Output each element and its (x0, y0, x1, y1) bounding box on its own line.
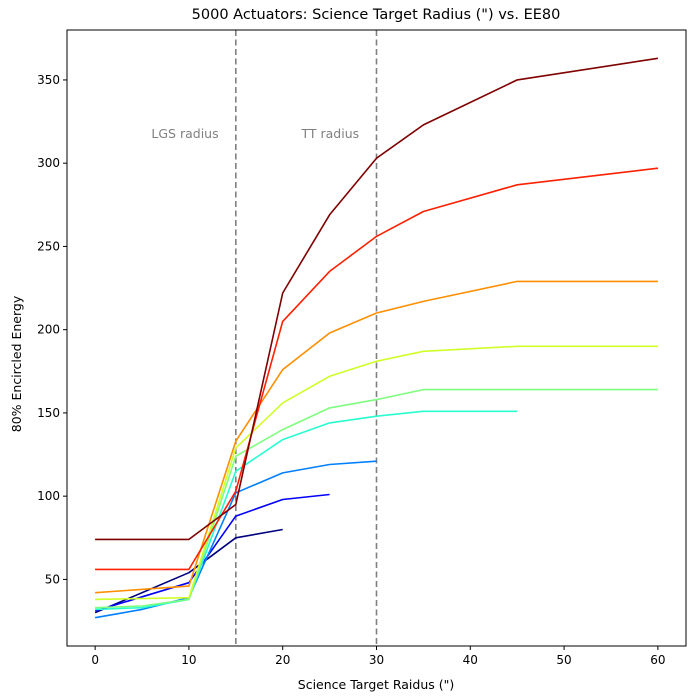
y-tick-label: 250 (37, 239, 60, 253)
series-line (95, 388, 658, 609)
x-tick-label: 20 (275, 653, 290, 667)
reference-line-label: LGS radius (151, 126, 218, 141)
reference-lines: LGS radius TT radius (151, 30, 378, 646)
series-line (95, 345, 658, 601)
series-line (95, 57, 659, 541)
x-tick-label: 50 (556, 653, 571, 667)
y-tick-label: 200 (37, 323, 60, 337)
x-tick-label: 60 (650, 653, 665, 667)
reference-line-label: TT radius (300, 126, 359, 141)
x-tick-label: 10 (181, 653, 196, 667)
data-series (94, 57, 659, 619)
y-tick-label: 50 (45, 572, 60, 586)
y-tick-label: 300 (37, 156, 60, 170)
x-axis-label: Science Target Raidus (") (298, 677, 454, 692)
series-line (95, 167, 658, 571)
series-line (95, 280, 658, 594)
x-tick-label: 40 (463, 653, 478, 667)
y-axis-label: 80% Encircled Energy (9, 295, 24, 432)
y-tick-label: 150 (37, 406, 60, 420)
y-axis: 50 100 150 200 250 300 350 (37, 73, 67, 586)
x-tick-label: 0 (91, 653, 99, 667)
plot-area: LGS radius TT radius (66, 29, 687, 647)
y-tick-label: 350 (37, 73, 60, 87)
chart-title: 5000 Actuators: Science Target Radius ("… (192, 7, 561, 23)
x-tick-label: 30 (369, 653, 384, 667)
x-axis: 0 10 20 30 40 50 60 (91, 646, 666, 667)
series-line (95, 410, 518, 611)
series-line (94, 528, 283, 614)
series-line (94, 493, 330, 612)
y-tick-label: 100 (37, 489, 60, 503)
series-line (94, 460, 377, 619)
